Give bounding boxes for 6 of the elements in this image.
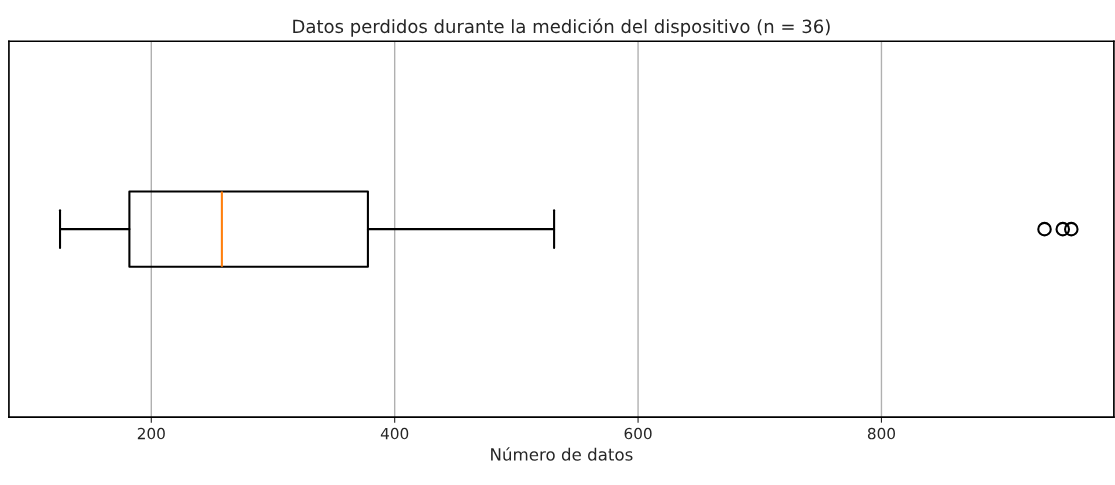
- x-tick-label: 400: [380, 427, 409, 440]
- x-tick-label: 200: [137, 427, 165, 440]
- x-axis-title: Número de datos: [491, 447, 633, 461]
- chart-title: Datos perdidos durante la medición del dispositivo (n = 36): [293, 18, 830, 37]
- x-tick-label: 600: [624, 427, 652, 440]
- x-tick-label: 800: [867, 427, 896, 440]
